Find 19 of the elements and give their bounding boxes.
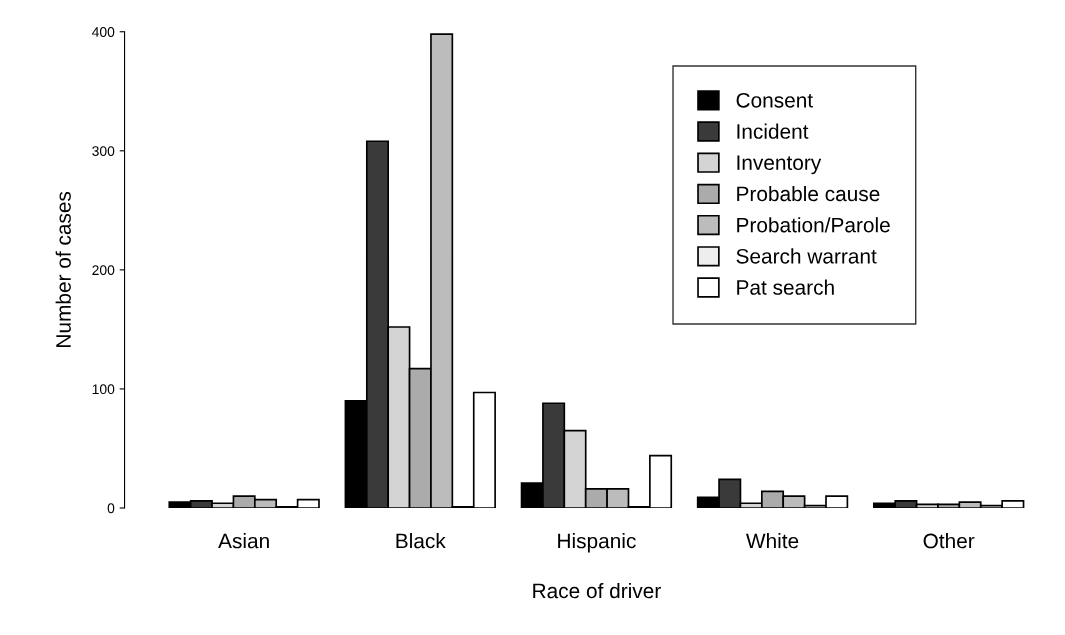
legend-label: Probation/Parole — [737, 217, 890, 233]
y-tick-label: 100 — [92, 384, 115, 395]
legend-label: Probable cause — [737, 185, 880, 202]
y-tick-label: 300 — [92, 146, 115, 156]
x-tick-label: Other — [923, 533, 975, 549]
y-tick-label: 0 — [107, 503, 115, 514]
legend-label: Incident — [737, 123, 809, 139]
legend-label: Pat search — [737, 279, 834, 295]
y-axis-title: Number of cases — [55, 191, 71, 347]
x-tick-label: Asian — [218, 533, 269, 549]
x-tick-label: Hispanic — [558, 533, 636, 553]
legend-label: Inventory — [737, 155, 822, 175]
y-tick-label: 200 — [92, 265, 115, 276]
x-tick-label: White — [746, 533, 799, 549]
x-axis-title: Race of driver — [533, 582, 661, 599]
legend-label: Search warrant — [736, 248, 877, 264]
x-tick-label: Black — [396, 533, 446, 549]
y-tick-label: 400 — [91, 27, 115, 37]
legend-label: Consent — [736, 92, 813, 108]
